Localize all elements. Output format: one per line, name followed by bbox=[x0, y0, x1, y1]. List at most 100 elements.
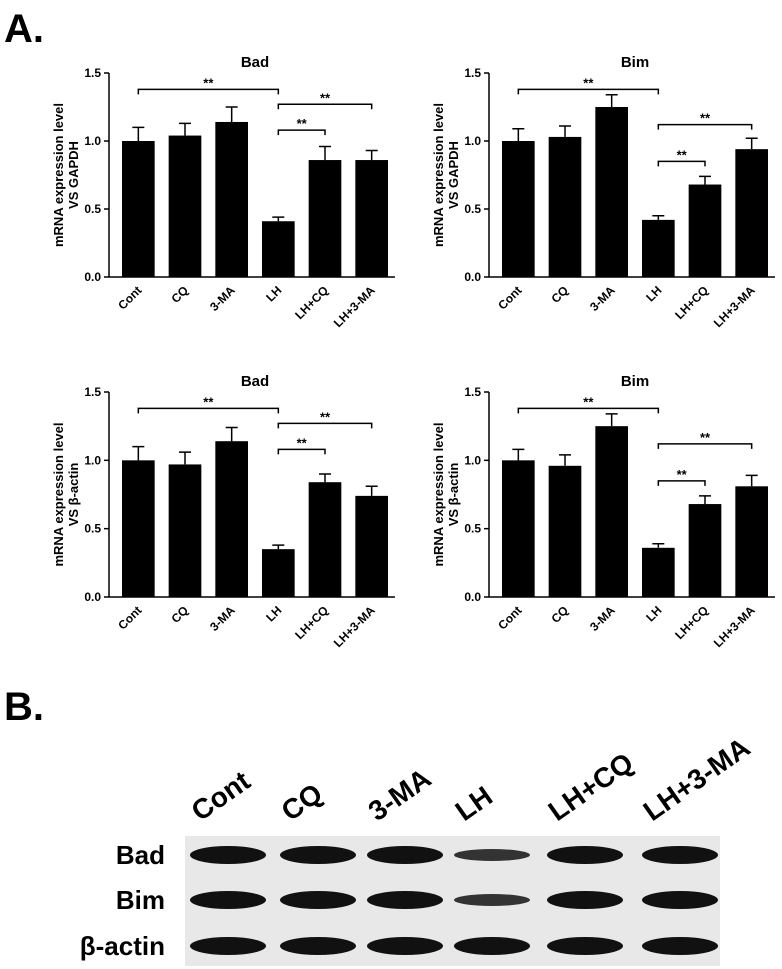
x-tick-label: LH+CQ bbox=[672, 603, 711, 642]
blot-band bbox=[367, 937, 443, 955]
y-axis-label: VS β-actin bbox=[446, 463, 461, 527]
y-tick-label: 0.5 bbox=[84, 522, 101, 536]
x-tick-label: CQ bbox=[168, 603, 191, 626]
y-axis-label: mRNA expression level bbox=[431, 103, 446, 247]
blot-band bbox=[280, 846, 356, 864]
error-bar bbox=[225, 426, 238, 442]
significance-bracket bbox=[657, 160, 706, 167]
error-bar bbox=[605, 94, 618, 107]
x-tick-label: Cont bbox=[115, 283, 144, 312]
x-tick-label: LH+3-MA bbox=[711, 283, 758, 330]
error-bar bbox=[652, 542, 665, 548]
y-tick-label: 1.5 bbox=[464, 385, 481, 399]
bar bbox=[262, 549, 295, 597]
error-bar bbox=[745, 137, 758, 150]
error-bar bbox=[272, 544, 285, 550]
y-tick-label: 1.5 bbox=[84, 66, 101, 80]
lane-label: Cont bbox=[186, 765, 256, 827]
error-bar bbox=[559, 125, 571, 137]
chart-title: Bim bbox=[621, 54, 649, 71]
blot-band bbox=[547, 846, 623, 864]
significance-bracket bbox=[657, 123, 753, 130]
y-tick-label: 0.5 bbox=[464, 522, 481, 536]
significance-bracket bbox=[517, 407, 660, 414]
x-tick-label: 3-MA bbox=[207, 603, 238, 634]
blot-band bbox=[280, 937, 356, 955]
bar bbox=[215, 121, 248, 278]
significance-label: ** bbox=[583, 75, 594, 90]
y-tick-label: 0.5 bbox=[84, 202, 101, 216]
chart-title: Bad bbox=[241, 373, 269, 390]
panel-label: A. bbox=[4, 7, 44, 51]
x-tick-label: LH+3-MA bbox=[331, 603, 378, 650]
bar bbox=[122, 141, 155, 277]
error-bar bbox=[365, 149, 378, 161]
error-bar bbox=[745, 474, 758, 487]
blot-background bbox=[185, 836, 720, 966]
x-tick-label: LH+3-MA bbox=[711, 603, 758, 650]
y-tick-label: 0.0 bbox=[84, 270, 101, 284]
significance-bracket bbox=[657, 443, 753, 449]
y-tick-label: 1.5 bbox=[464, 66, 481, 80]
significance-label: ** bbox=[297, 435, 308, 450]
row-label: β-actin bbox=[80, 931, 165, 961]
significance-bracket bbox=[277, 129, 326, 136]
y-tick-label: 0.0 bbox=[464, 270, 481, 284]
significance-bracket bbox=[517, 88, 660, 95]
bar bbox=[122, 460, 155, 597]
blot-band bbox=[190, 937, 266, 955]
blot-band bbox=[190, 891, 266, 909]
blot-band bbox=[190, 846, 266, 864]
y-axis-label: VS β-actin bbox=[66, 463, 81, 527]
bar bbox=[548, 136, 582, 277]
x-tick-label: LH+CQ bbox=[292, 283, 331, 322]
error-bar bbox=[319, 473, 331, 483]
blot-band bbox=[547, 937, 623, 955]
x-tick-label: LH bbox=[643, 283, 664, 304]
y-tick-label: 1.0 bbox=[464, 453, 481, 467]
x-tick-label: 3-MA bbox=[587, 603, 618, 634]
bar bbox=[735, 486, 768, 597]
lane-label: 3-MA bbox=[363, 762, 437, 827]
bar bbox=[642, 219, 675, 277]
lane-label: LH+CQ bbox=[543, 747, 639, 827]
y-tick-label: 0.0 bbox=[464, 590, 481, 604]
x-tick-label: LH+3-MA bbox=[331, 283, 378, 330]
error-bar bbox=[605, 413, 618, 427]
bar bbox=[168, 135, 202, 277]
y-tick-label: 1.5 bbox=[84, 385, 101, 399]
error-bar bbox=[179, 451, 191, 465]
significance-bracket bbox=[277, 103, 373, 110]
significance-label: ** bbox=[677, 147, 688, 162]
significance-label: ** bbox=[320, 409, 331, 424]
x-tick-label: CQ bbox=[548, 283, 571, 306]
bar bbox=[355, 495, 388, 597]
row-label: Bad bbox=[116, 840, 165, 870]
blot-band bbox=[367, 846, 443, 864]
y-tick-label: 1.0 bbox=[84, 134, 101, 148]
significance-label: ** bbox=[297, 116, 308, 131]
bar bbox=[595, 426, 628, 597]
y-axis-label: VS GAPDH bbox=[66, 141, 81, 209]
x-tick-label: LH+CQ bbox=[292, 603, 331, 642]
significance-label: ** bbox=[203, 394, 214, 409]
significance-bracket bbox=[657, 480, 706, 486]
x-tick-label: 3-MA bbox=[587, 283, 618, 314]
bar bbox=[308, 482, 342, 597]
significance-label: ** bbox=[700, 430, 711, 445]
significance-label: ** bbox=[677, 467, 688, 482]
lane-label: LH+3-MA bbox=[638, 731, 756, 826]
x-tick-label: Cont bbox=[495, 603, 524, 632]
bar bbox=[688, 504, 722, 597]
blot-band bbox=[454, 849, 530, 861]
row-label: Bim bbox=[116, 885, 165, 915]
blot-band bbox=[642, 891, 718, 909]
error-bar bbox=[699, 175, 711, 185]
bar bbox=[308, 160, 342, 277]
chart-title: Bim bbox=[621, 373, 649, 390]
y-tick-label: 0.0 bbox=[84, 590, 101, 604]
bar bbox=[355, 160, 388, 277]
y-tick-label: 1.0 bbox=[464, 134, 481, 148]
bar bbox=[548, 465, 582, 597]
significance-label: ** bbox=[583, 394, 594, 409]
